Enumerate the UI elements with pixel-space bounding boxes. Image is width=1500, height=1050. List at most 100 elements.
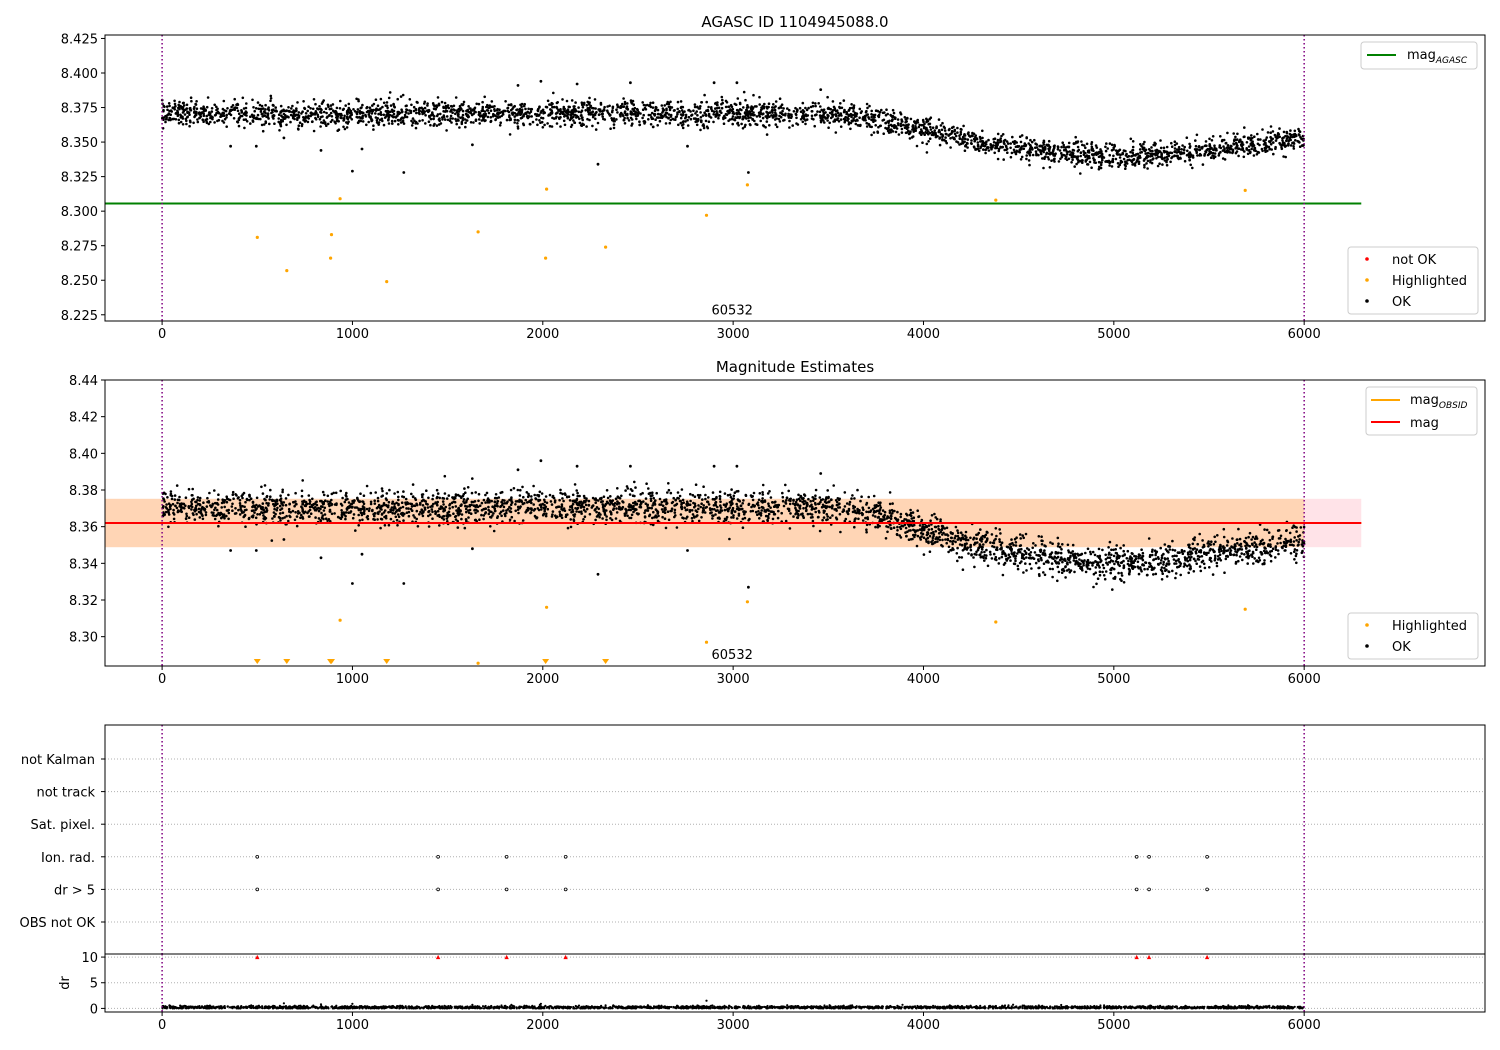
panel-agasc-ok-point xyxy=(788,126,791,129)
panel-magnitude-ok-point xyxy=(295,502,298,506)
panel-agasc-ok-point xyxy=(964,145,967,148)
panel-agasc-ok-point xyxy=(874,124,877,127)
panel-agasc-ok-point xyxy=(266,112,269,116)
panel-magnitude-ok-point xyxy=(397,495,400,499)
panel-agasc-ok-point xyxy=(891,118,894,122)
panel-magnitude-ok-point xyxy=(1238,537,1242,541)
panel-agasc-ok-point xyxy=(548,124,552,128)
panel-agasc-ok-point xyxy=(436,96,440,99)
panel-agasc-ok-point xyxy=(969,142,973,145)
panel-agasc-ok-point xyxy=(753,105,757,108)
panel-agasc-ok-point xyxy=(216,119,219,123)
panel-agasc-ok-point xyxy=(953,128,957,132)
panel-agasc-ok-point xyxy=(1234,135,1237,139)
panel-agasc-ok-point xyxy=(272,117,275,120)
panel-agasc-ok-point xyxy=(421,108,425,111)
panel-agasc-ok-point xyxy=(340,116,343,120)
panel-agasc-ok-point xyxy=(777,117,781,121)
panel-magnitude-ok-point xyxy=(521,485,524,489)
panel-agasc-ok-point xyxy=(393,105,396,108)
panel-agasc-ok-point xyxy=(1035,152,1038,156)
panel-agasc-ok-point xyxy=(486,103,489,107)
panel-agasc-ok-point xyxy=(221,107,225,111)
panel-agasc-ok-point xyxy=(279,123,282,126)
panel-agasc-ok-point xyxy=(275,110,279,113)
panel-agasc-ok-point xyxy=(520,105,523,108)
panel-agasc-ok-point xyxy=(704,114,708,117)
panel-magnitude-ok-point xyxy=(1086,547,1090,551)
panel-agasc-ok-point xyxy=(173,99,176,103)
panel-agasc-ok-point xyxy=(906,117,909,120)
panel-agasc-ok-point xyxy=(852,104,856,107)
panel-agasc-ok-point xyxy=(385,113,388,117)
panel-agasc-ok-point xyxy=(1282,144,1286,147)
panel-magnitude-ok-point xyxy=(162,497,165,500)
panel-agasc-ok-point xyxy=(1031,147,1034,151)
panel-agasc-ok-point xyxy=(959,127,963,131)
panel-magnitude-ok-point xyxy=(434,512,437,516)
panel-magnitude-ok-point xyxy=(227,511,231,515)
panel-agasc-ok-point xyxy=(867,122,870,126)
panel-agasc-ok-point xyxy=(1149,160,1152,164)
panel-magnitude-ok-point xyxy=(1234,550,1237,553)
panel-agasc-ok-point xyxy=(522,122,525,125)
panel-agasc-ok-point xyxy=(933,129,936,132)
panel-agasc-ok-point xyxy=(1101,158,1104,162)
panel-agasc-ok-point xyxy=(787,108,791,112)
panel-magnitude-ok-point xyxy=(396,524,399,527)
panel-magnitude-ok-point xyxy=(1254,535,1258,538)
panel-agasc-xtick-label: 0 xyxy=(158,327,166,342)
panel-agasc-ok-point xyxy=(1269,131,1272,134)
panel-magnitude-ok-point xyxy=(300,513,303,517)
panel-agasc-ok-point xyxy=(594,128,598,131)
panel-agasc-ok-point xyxy=(992,137,995,141)
panel-agasc-ok-point xyxy=(421,112,424,116)
panel-magnitude-ok-point xyxy=(496,500,499,503)
panel-agasc-ok-point xyxy=(228,109,232,113)
panel-agasc-ok-point xyxy=(551,116,554,120)
panel-magnitude-ok-point xyxy=(397,515,401,519)
panel-magnitude-ok-point xyxy=(242,491,246,495)
panel-magnitude-ok-point xyxy=(361,518,364,522)
panel-magnitude-ok-point xyxy=(956,531,960,535)
panel-magnitude-ok-point xyxy=(1299,526,1303,529)
panel-agasc-ok-point xyxy=(822,113,825,117)
panel-agasc-ok-point xyxy=(322,99,326,102)
panel-agasc-ok-point xyxy=(240,111,244,114)
panel-agasc-ok-point xyxy=(865,102,869,106)
panel-agasc-ok-point xyxy=(483,119,487,123)
panel-agasc-ok-point xyxy=(1003,142,1006,146)
panel-agasc-ok-point xyxy=(885,108,888,111)
panel-magnitude-ok-point xyxy=(234,507,237,510)
panel-agasc-ok-point xyxy=(287,115,290,119)
panel-agasc-ok-point xyxy=(732,112,736,115)
panel-agasc-ok-point xyxy=(659,113,663,117)
panel-agasc-ok-point xyxy=(1162,146,1166,150)
panel-agasc-ok-point xyxy=(377,112,380,116)
panel-agasc-ok-point xyxy=(823,121,826,124)
panel-magnitude-ok-point xyxy=(1091,550,1095,554)
panel-agasc-ok-point xyxy=(1236,132,1239,136)
panel-agasc-ok-point xyxy=(196,120,200,124)
panel-agasc-ok-point xyxy=(626,116,629,120)
panel-agasc-ok-point xyxy=(918,123,921,127)
panel-agasc-ok-point xyxy=(593,113,596,116)
panel-magnitude-ok-point xyxy=(293,504,296,508)
panel-magnitude-ok-point xyxy=(1151,553,1154,557)
panel-agasc-ok-point xyxy=(264,111,267,114)
panel-agasc-ok-point xyxy=(887,124,891,127)
panel-agasc-ok-point xyxy=(1099,163,1103,167)
panel-agasc-ok-point xyxy=(856,124,860,127)
panel-agasc-ok-point xyxy=(722,122,726,125)
panel-agasc-ok-point xyxy=(1253,135,1256,138)
panel-agasc-ok-point xyxy=(667,113,671,116)
panel-agasc-ok-point xyxy=(1245,141,1249,144)
panel-agasc-ok-point xyxy=(499,121,503,124)
panel-magnitude-ok-point xyxy=(673,508,677,512)
panel-agasc-ok-point xyxy=(306,109,310,113)
panel-agasc-ok-point xyxy=(1132,158,1136,161)
panel-agasc-ok-point xyxy=(822,119,825,122)
panel-agasc-ok-point xyxy=(913,120,916,123)
panel-agasc-ok-point xyxy=(1277,133,1281,136)
panel-agasc-ok-point xyxy=(1121,152,1124,156)
